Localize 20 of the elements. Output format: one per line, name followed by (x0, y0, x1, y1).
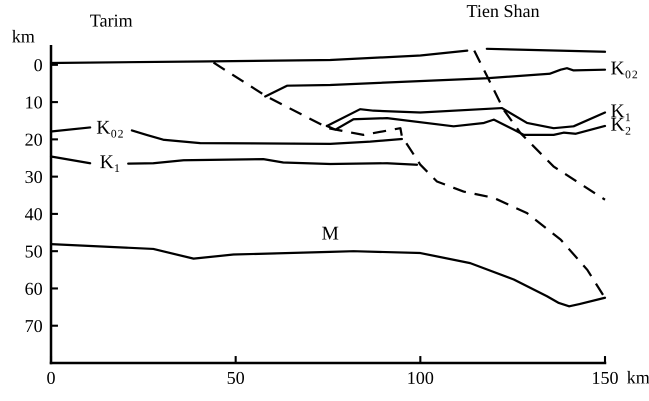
x-tick-label: 0 (47, 372, 55, 384)
y-tick-label: 10 (26, 96, 42, 109)
text: Tien Shan (466, 4, 540, 18)
text: Tarim (90, 14, 132, 27)
y-tick-label: 40 (24, 208, 42, 220)
y-tick-label: 70 (26, 320, 42, 332)
x-tick-label: 100 (408, 372, 434, 384)
y-tick-label: 60 (25, 282, 42, 295)
y-tick-label: 0 (34, 59, 42, 72)
series-label: K₀₂ (611, 62, 638, 78)
series-label: K₀₂ (96, 120, 123, 138)
y-tick-label: 30 (25, 170, 42, 184)
y-axis-title: km (12, 30, 35, 42)
x-axis-title: km (627, 370, 649, 384)
y-tick-label: 20 (25, 134, 42, 146)
y-tick-label: 50 (26, 245, 42, 258)
series-label: M (322, 226, 338, 240)
x-tick-label: 150 (593, 372, 618, 384)
series-label: K₁ (100, 155, 120, 172)
x-tick-label: 50 (228, 372, 244, 384)
